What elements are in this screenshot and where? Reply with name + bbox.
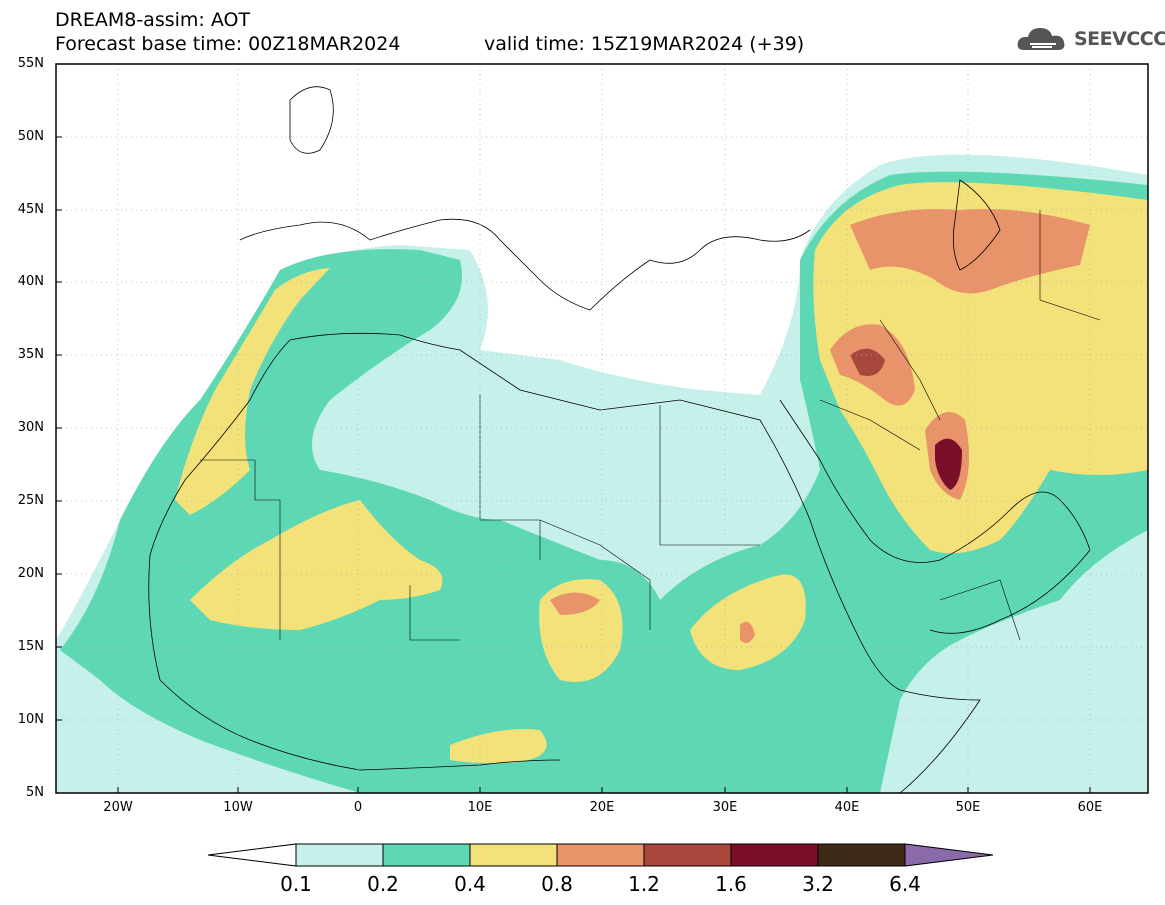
africa-coastline bbox=[149, 332, 981, 793]
axis-ticks bbox=[56, 63, 1091, 793]
colorbar-label: 1.6 bbox=[715, 872, 747, 896]
britain-coast bbox=[289, 86, 334, 154]
lat-label: 35N bbox=[17, 347, 44, 362]
lat-label: 40N bbox=[17, 274, 44, 289]
coastlines bbox=[148, 86, 1091, 793]
colorbar-label: 0.8 bbox=[541, 872, 573, 896]
aot-fill-yellow-east bbox=[813, 182, 1148, 554]
aot-fill-orange-chad bbox=[550, 592, 600, 615]
map-title: DREAM8-assim: AOT bbox=[55, 9, 251, 31]
colorbar-label: 6.4 bbox=[889, 872, 921, 896]
aot-fill-orange-caucasus bbox=[850, 209, 1090, 294]
lon-label: 0 bbox=[353, 800, 363, 815]
lon-label: 50E bbox=[955, 800, 981, 815]
caspian-coast bbox=[952, 179, 1001, 271]
europe-coast bbox=[239, 218, 811, 311]
cloud-icon bbox=[1017, 28, 1065, 50]
lat-label: 5N bbox=[26, 785, 44, 800]
lon-label: 10E bbox=[467, 800, 493, 815]
logo-text: SEEVCCC bbox=[1074, 28, 1165, 50]
lat-label: 10N bbox=[17, 712, 44, 727]
country-borders bbox=[200, 210, 1101, 641]
lon-label: 60E bbox=[1077, 800, 1103, 815]
colorbar-label: 0.2 bbox=[367, 872, 399, 896]
aot-contour-fills bbox=[56, 154, 1148, 793]
lon-label: 30E bbox=[712, 800, 738, 815]
graticule bbox=[56, 64, 1148, 793]
forecast-base-time: Forecast base time: 00Z18MAR2024 bbox=[55, 33, 401, 55]
colorbar-label: 3.2 bbox=[802, 872, 834, 896]
arabia-coast bbox=[779, 399, 1091, 634]
lat-label: 50N bbox=[17, 129, 44, 144]
lat-label: 30N bbox=[17, 420, 44, 435]
colorbar-label: 1.2 bbox=[628, 872, 660, 896]
aot-fill-brown bbox=[850, 348, 885, 376]
lat-label: 55N bbox=[17, 56, 44, 71]
lat-label: 25N bbox=[17, 493, 44, 508]
lon-label: 20W bbox=[103, 800, 133, 815]
seevccc-logo: SEEVCCC bbox=[1016, 22, 1165, 56]
lat-label: 15N bbox=[17, 639, 44, 654]
lon-label: 10W bbox=[223, 800, 253, 815]
lon-label: 20E bbox=[589, 800, 615, 815]
aot-fill-darkred bbox=[935, 438, 962, 490]
aot-fill-yellow-west bbox=[175, 268, 330, 515]
colorbar-label: 0.4 bbox=[454, 872, 486, 896]
lat-label: 45N bbox=[17, 202, 44, 217]
lat-label: 20N bbox=[17, 566, 44, 581]
aot-fill-yellow-sahel bbox=[190, 500, 443, 630]
lon-label: 40E bbox=[834, 800, 860, 815]
aot-fill-yellow-guinea bbox=[450, 729, 547, 764]
valid-time: valid time: 15Z19MAR2024 (+39) bbox=[484, 33, 805, 55]
colorbar-label: 0.1 bbox=[280, 872, 312, 896]
aot-fill-orange-sudan bbox=[740, 621, 755, 644]
